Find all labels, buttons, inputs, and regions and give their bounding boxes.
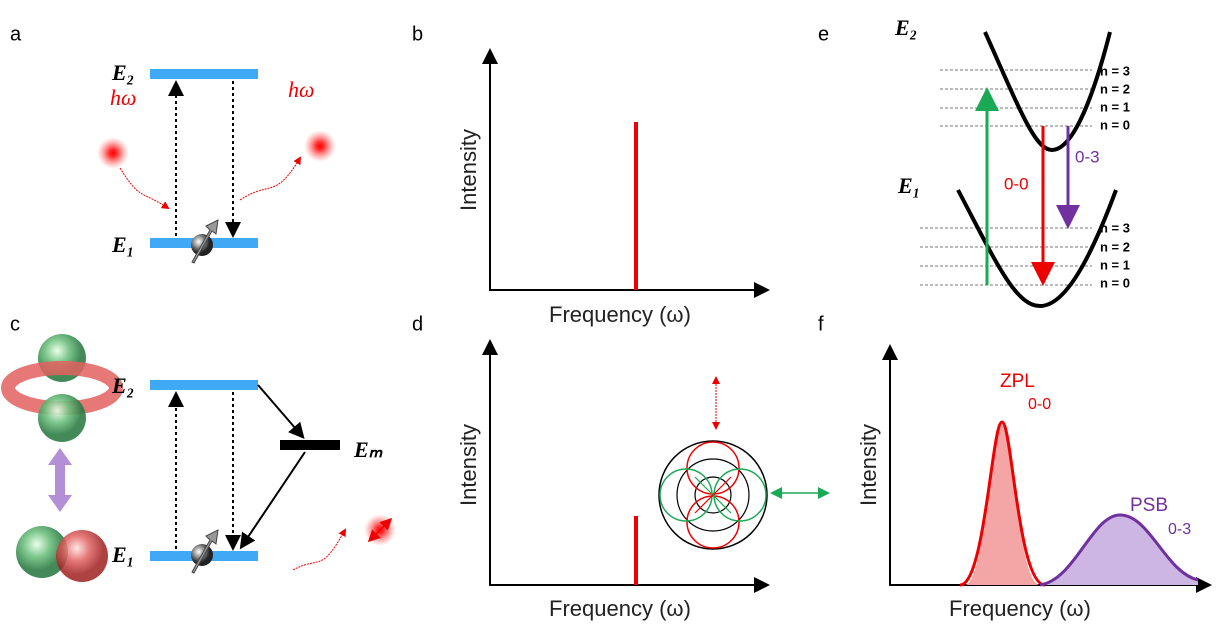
panel-label: e [818,23,829,45]
orbital-lobe [16,526,68,578]
potential-curve [983,31,1112,153]
spin-arrow [191,529,219,574]
panel-f: Intensity Frequency (ω) ZPL 0-0 PSB 0-3 [856,344,1212,621]
transition-arrow [239,451,306,550]
double-arrow [48,448,72,512]
level-label: n = 1 [1100,257,1130,272]
level-label: n = 1 [1100,99,1130,114]
level-label: Eₘ [353,437,384,462]
photon-path [292,528,346,571]
transition-label: 0-0 [1028,396,1051,413]
polar-lobe [686,441,740,495]
panel-label: c [10,313,20,335]
panel-label: a [10,23,22,45]
level-label: E₂ [111,60,134,85]
transition-label: 0-0 [1004,174,1029,193]
panel-label: f [818,313,824,335]
polar-plot [658,440,768,550]
panel-e: E₂ E₁ n = 3 n = 2 n = 1 n = 0 n = 3 n = … [894,15,1130,309]
panel-a: E₂ E₁ hω hω [97,60,336,264]
panel-d: Intensity Frequency (ω) [456,339,830,621]
level-label: n = 3 [1100,63,1130,78]
polar-lobe [686,495,740,549]
photon [97,137,129,169]
orbital-lobe [56,530,108,582]
photon-path [119,167,170,210]
state-label: E₁ [897,173,920,198]
peak-label: PSB [1130,495,1168,516]
level-label: n = 3 [1100,220,1130,235]
psb-peak [1039,513,1199,587]
polarization-arrow [367,517,393,543]
zpl-area [965,422,1040,585]
x-axis-label: Frequency (ω) [549,596,691,621]
panel-c: E₂ E₁ Eₘ [1,334,396,582]
peak-label: ZPL [1000,371,1035,392]
polar-lobe [659,468,713,522]
level-label: n = 2 [1100,239,1130,254]
panel-label: d [412,313,423,335]
panel-b: Intensity Frequency (ω) [456,48,770,327]
transition-label: 0-3 [1168,521,1191,538]
transition-arrow [257,384,305,440]
y-axis-label: Intensity [456,129,481,211]
zpl-peak [959,420,1046,587]
level-label: E₁ [111,232,134,257]
polar-ring [694,476,732,514]
orbital-lobe [38,394,86,442]
panel-label: b [412,23,423,45]
photon-label: hω [110,85,137,110]
polar-lobe [713,468,767,522]
polar-line [694,476,732,514]
y-axis-label: Intensity [456,424,481,506]
y-axis-label: Intensity [856,424,881,506]
potential-curve [956,189,1118,309]
level-label: n = 2 [1100,81,1130,96]
level-label: E₂ [111,373,134,398]
energy-level [150,380,258,390]
x-axis-label: Frequency (ω) [549,302,691,327]
energy-level [150,69,258,79]
level-label: n = 0 [1100,117,1130,132]
psb-area [1040,515,1198,585]
x-axis-label: Frequency (ω) [949,596,1091,621]
level-label: E₁ [111,542,134,567]
spin-arrow [191,219,219,264]
photon-label: hω [288,77,315,102]
photon-path [239,156,302,201]
state-label: E₂ [894,15,917,40]
photon [304,130,336,162]
level-label: n = 0 [1100,275,1130,290]
transition-label: 0-3 [1075,147,1100,166]
metastable-level [280,440,340,450]
polar-ring [676,458,750,532]
